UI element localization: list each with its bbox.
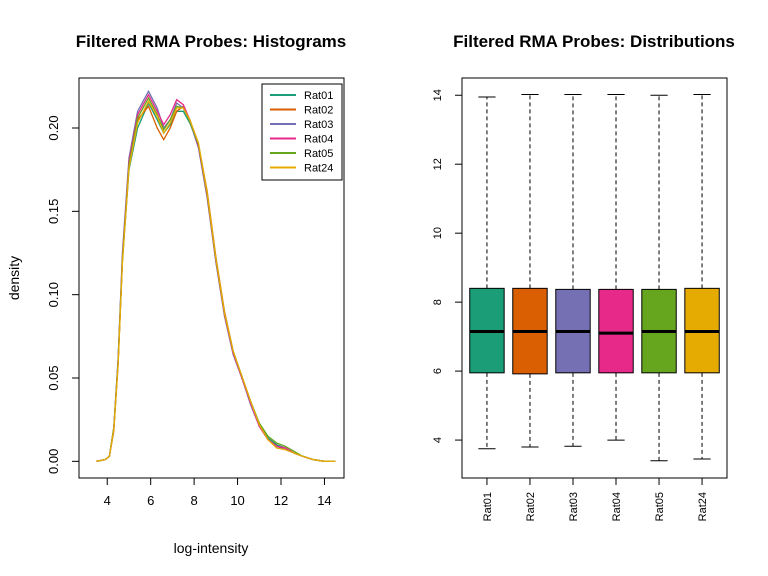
histogram-title: Filtered RMA Probes: Histograms (76, 32, 346, 51)
legend-label: Rat01 (304, 90, 333, 102)
x-tick-label: Rat24 (697, 492, 709, 521)
x-tick-label: 8 (191, 493, 198, 508)
boxplot-boxes (469, 94, 720, 462)
x-tick-label: 6 (147, 493, 154, 508)
boxplot-plot-frame (461, 77, 728, 479)
histogram-x-axis: 4 6 8 10 12 14 (104, 477, 332, 508)
boxplot-rat04 (598, 94, 634, 441)
x-tick-label: Rat05 (654, 492, 666, 521)
legend-label: Rat04 (304, 134, 333, 146)
histogram-panel: Filtered RMA Probes: Histograms 4 6 8 10 12 1… (6, 32, 346, 556)
density-line-rat24 (96, 99, 336, 462)
legend-label: Rat24 (304, 163, 333, 175)
y-tick-label: 0.15 (46, 199, 61, 224)
x-tick-label: Rat03 (568, 492, 580, 521)
x-tick-label: Rat04 (611, 492, 623, 521)
boxplot-panel: Filtered RMA Probes: Distributions 4 6 8 10… (432, 32, 735, 521)
y-tick-label: 14 (432, 89, 444, 101)
legend-box (261, 83, 343, 181)
boxplot-y-axis: 4 6 8 10 12 14 (432, 89, 463, 443)
y-tick-label: 0.00 (46, 449, 61, 474)
boxplot-rat05 (641, 94, 677, 462)
y-tick-label: 8 (432, 299, 444, 305)
boxplot-x-axis: Rat01 Rat02 Rat03 Rat04 Rat05 Rat24 (482, 477, 709, 521)
y-tick-label: 4 (432, 437, 444, 443)
y-tick-label: 12 (432, 158, 444, 170)
y-tick-label: 10 (432, 227, 444, 239)
legend-items: Rat01 Rat02 Rat03 Rat04 Rat05 Rat24 (270, 90, 333, 175)
histogram-x-axis-label: log-intensity (174, 540, 249, 556)
iqr-box (598, 288, 634, 374)
x-tick-label: 14 (317, 493, 331, 508)
x-tick-label: 10 (230, 493, 244, 508)
legend-label: Rat03 (304, 119, 333, 131)
boxplot-rat01 (469, 96, 505, 450)
x-tick-label: 4 (104, 493, 111, 508)
y-tick-label: 0.20 (46, 115, 61, 140)
y-tick-label: 0.10 (46, 282, 61, 307)
x-tick-label: Rat02 (525, 492, 537, 521)
x-tick-label: 12 (274, 493, 288, 508)
histogram-legend: Rat01 Rat02 Rat03 Rat04 Rat05 Rat24 (261, 83, 343, 181)
histogram-y-axis-label: density (6, 256, 22, 300)
y-tick-label: 6 (432, 368, 444, 374)
boxplot-rat24 (684, 94, 720, 460)
x-tick-label: Rat01 (482, 492, 494, 521)
histogram-y-axis: 0.00 0.05 0.10 0.15 0.20 (46, 115, 80, 474)
legend-label: Rat05 (304, 148, 333, 160)
legend-label: Rat02 (304, 105, 333, 117)
y-tick-label: 0.05 (46, 365, 61, 390)
boxplot-title: Filtered RMA Probes: Distributions (453, 32, 735, 51)
boxplot-rat02 (512, 94, 548, 448)
boxplot-rat03 (555, 94, 591, 447)
histogram-density-lines (96, 89, 336, 462)
